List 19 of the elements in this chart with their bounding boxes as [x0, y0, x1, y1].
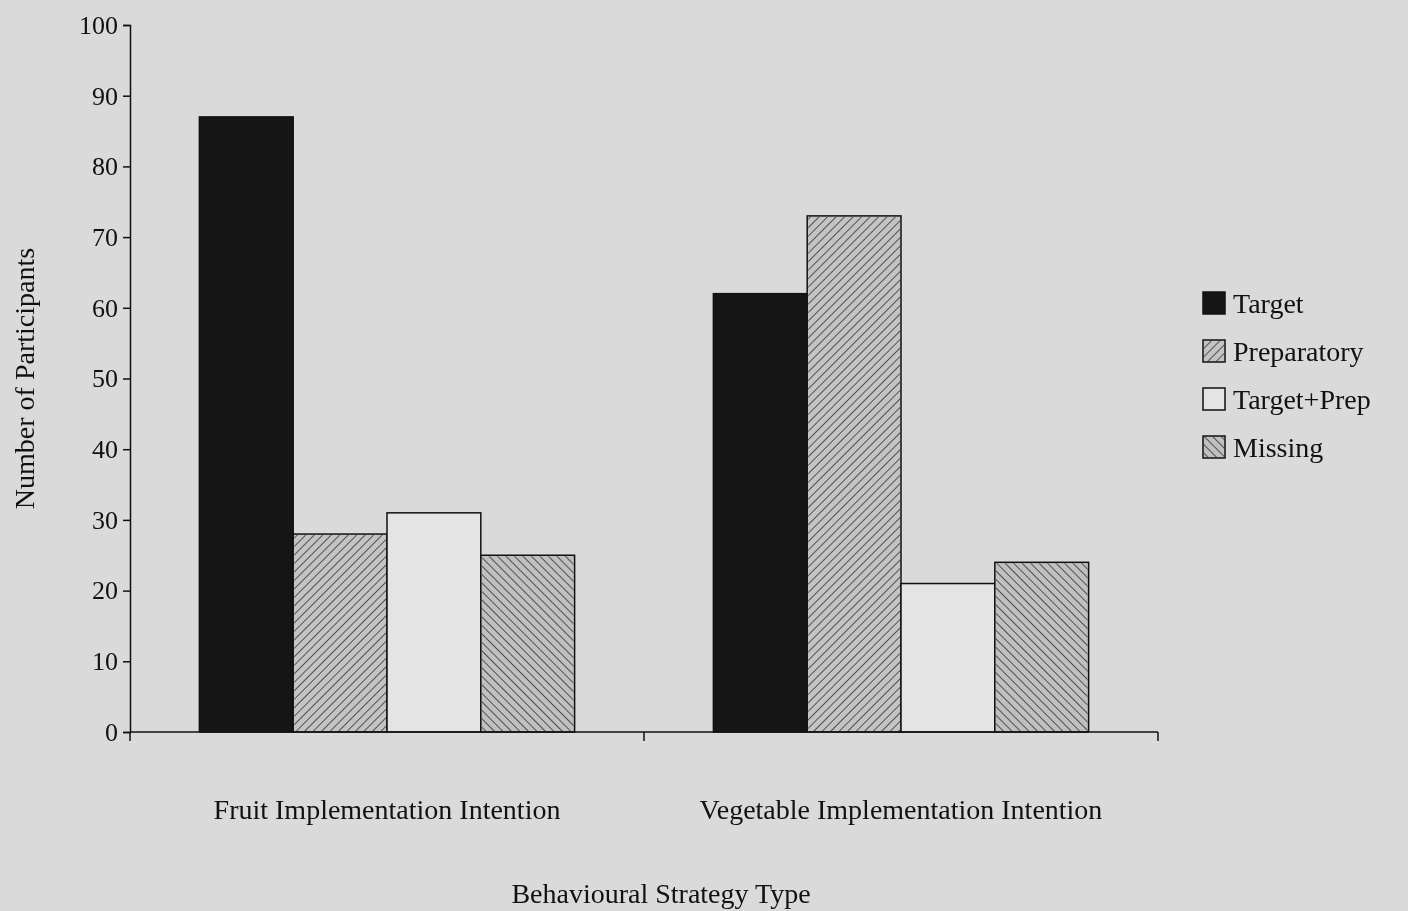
- y-tick-label: 90: [92, 81, 118, 111]
- x-tick-label: Fruit Implementation Intention: [213, 794, 561, 825]
- y-tick-label: 10: [92, 647, 118, 677]
- y-tick-label: 80: [92, 152, 118, 182]
- y-tick-label: 20: [92, 576, 118, 606]
- legend-label: Missing: [1233, 432, 1324, 463]
- y-tick-label: 30: [92, 505, 118, 535]
- x-tick-label: Vegetable Implementation Intention: [699, 794, 1103, 825]
- legend-label: Preparatory: [1233, 336, 1364, 367]
- y-axis-title: Number of Participants: [9, 247, 40, 510]
- y-tick-label: 70: [92, 222, 118, 252]
- y-tick-label: 40: [92, 435, 118, 465]
- x-axis-title: Behavioural Strategy Type: [511, 878, 811, 909]
- y-tick-label: 0: [105, 717, 118, 747]
- y-tick-label: 50: [92, 364, 118, 394]
- legend-label: Target+Prep: [1233, 384, 1371, 415]
- y-tick-label: 60: [92, 293, 118, 323]
- legend-label: Target: [1233, 288, 1304, 319]
- y-tick-label: 100: [79, 10, 118, 40]
